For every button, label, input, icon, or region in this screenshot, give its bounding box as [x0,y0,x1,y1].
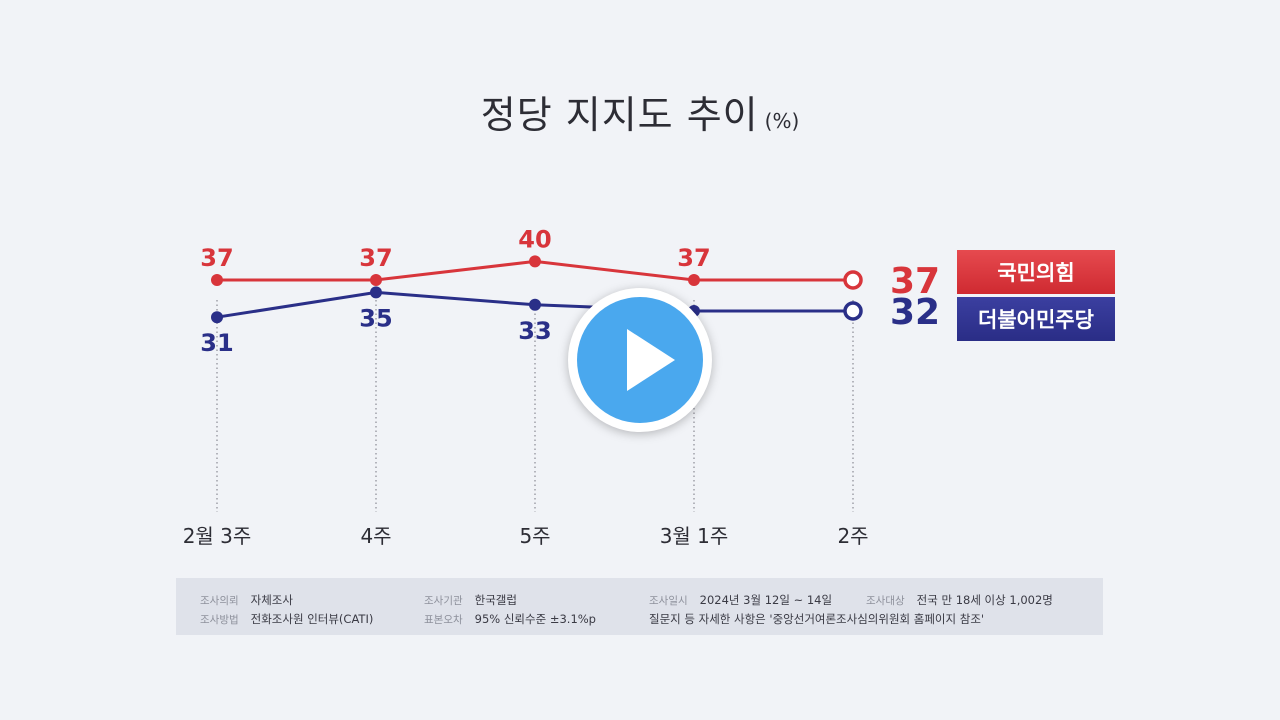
data-label: 35 [359,304,392,332]
data-label: 37 [677,244,710,272]
data-label: 40 [518,225,551,253]
x-tick-label: 4주 [360,524,391,548]
chart-unit: (%) [764,109,800,133]
data-point [843,301,863,321]
data-label: 37 [200,244,233,272]
survey-client: 조사의뢰 자체조사 [200,592,293,608]
data-point [370,274,382,286]
data-point [529,255,541,268]
survey-target-label: 조사대상 [866,595,905,607]
data-point [370,286,382,299]
data-label: 32 [890,292,940,333]
survey-org-label: 조사기관 [424,595,463,607]
survey-method-value: 전화조사원 인터뷰(CATI) [250,612,374,626]
data-label: 37 [890,261,940,302]
survey-date: 조사일시 2024년 3월 12일 ~ 14일 [649,592,832,608]
survey-note: 질문지 등 자세한 사항은 '중앙선거여론조사심의위원회 홈페이지 참조' [649,612,985,626]
data-label: 33 [518,317,551,345]
survey-info-box: 조사의뢰 자체조사 조사방법 전화조사원 인터뷰(CATI) 조사기관 한국갤럽 표본… [176,578,1103,635]
x-tick-label: 5주 [519,524,550,548]
play-button-circle[interactable] [577,297,703,423]
survey-error-value: 95% 신뢰수준 ±3.1%p [474,612,596,626]
survey-method-label: 조사방법 [200,614,239,626]
chart-title: 정당 지지도 추이 [480,93,759,137]
survey-org-value: 한국갤럽 [474,593,517,607]
data-label: 31 [200,329,233,357]
x-tick-label: 3월 1주 [660,524,729,548]
survey-target: 조사대상 전국 만 18세 이상 1,002명 [866,592,1053,608]
survey-date-value: 2024년 3월 12일 ~ 14일 [699,593,833,607]
survey-error-label: 표본오차 [424,614,463,626]
play-button[interactable] [568,288,712,432]
data-point [211,311,223,324]
data-point [529,298,541,311]
survey-client-value: 자체조사 [250,593,293,607]
play-icon[interactable] [627,329,675,391]
survey-target-value: 전국 만 18세 이상 1,002명 [916,593,1053,607]
data-point [843,270,863,290]
legend-item-dpk: 더불어민주당 [957,297,1115,341]
survey-method: 조사방법 전화조사원 인터뷰(CATI) [200,611,373,627]
data-label: 37 [359,244,392,272]
survey-client-label: 조사의뢰 [200,595,239,607]
legend-item-ppp: 국민의힘 [957,250,1115,294]
survey-error: 표본오차 95% 신뢰수준 ±3.1%p [424,611,596,627]
data-point [688,274,700,286]
x-tick-label: 2월 3주 [183,524,252,548]
data-point [211,274,223,286]
survey-org: 조사기관 한국갤럽 [424,592,517,608]
survey-date-label: 조사일시 [649,595,688,607]
x-tick-label: 2주 [837,524,868,548]
chart-title-area: 정당 지지도 추이 (%) [0,84,1280,139]
